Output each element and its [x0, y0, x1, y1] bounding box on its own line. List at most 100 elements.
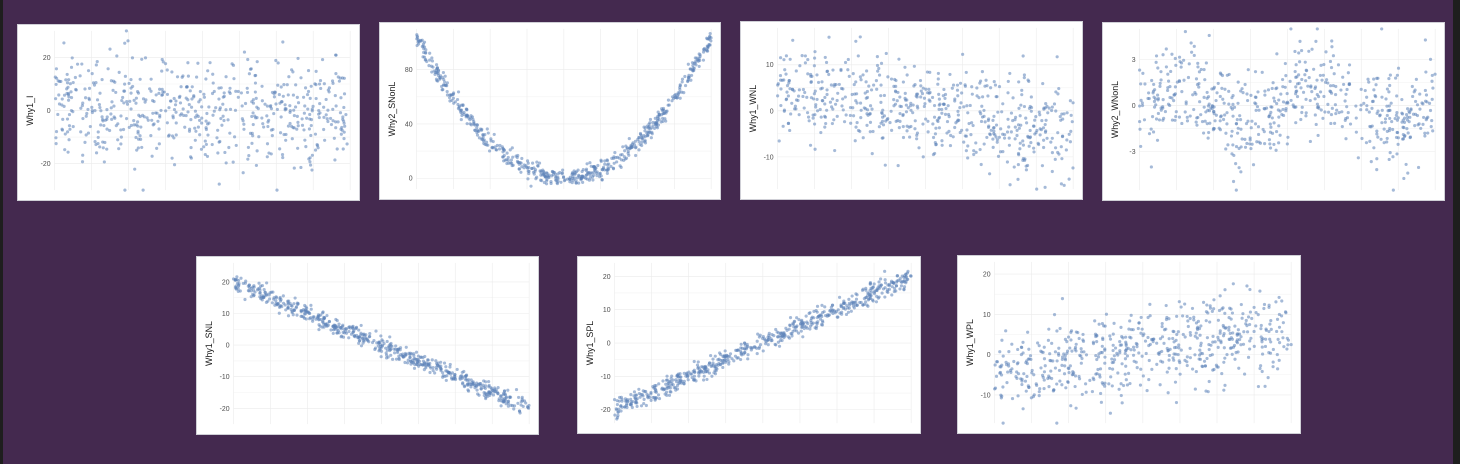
- data-point: [65, 72, 69, 77]
- data-point: [757, 346, 761, 351]
- data-point: [468, 118, 472, 122]
- data-point: [1246, 68, 1250, 72]
- data-point: [1258, 141, 1263, 145]
- data-point: [615, 402, 619, 407]
- data-point: [1124, 364, 1128, 368]
- data-point: [693, 377, 697, 382]
- data-point: [1009, 370, 1013, 374]
- data-point: [1140, 327, 1144, 331]
- data-point: [1424, 93, 1429, 97]
- data-point: [1212, 307, 1216, 311]
- data-point: [68, 82, 72, 86]
- data-point: [898, 104, 902, 108]
- data-point: [1050, 105, 1054, 109]
- data-point: [1277, 124, 1281, 128]
- data-point: [200, 105, 204, 109]
- data-point: [855, 120, 859, 125]
- data-point: [102, 123, 106, 128]
- data-point: [1041, 82, 1045, 86]
- data-point: [1293, 105, 1297, 109]
- y-tick-label: 0: [409, 176, 413, 183]
- data-point: [1380, 121, 1384, 125]
- data-point: [1404, 162, 1408, 166]
- data-point: [1281, 336, 1285, 340]
- data-point: [316, 313, 321, 317]
- data-point: [341, 335, 346, 339]
- data-point: [992, 114, 996, 118]
- data-point: [1322, 94, 1326, 99]
- data-point: [638, 131, 643, 136]
- data-point: [889, 77, 894, 81]
- data-point: [992, 129, 996, 133]
- data-point: [1166, 391, 1170, 395]
- data-point: [1101, 336, 1105, 340]
- data-point: [1040, 119, 1044, 123]
- data-point: [896, 163, 900, 168]
- data-point: [1221, 117, 1226, 122]
- data-point: [930, 95, 935, 100]
- data-point: [813, 122, 817, 126]
- data-point: [1174, 110, 1178, 114]
- data-point: [892, 286, 897, 291]
- data-point: [676, 91, 680, 95]
- data-point: [1154, 54, 1159, 58]
- data-point: [240, 117, 244, 121]
- data-point: [344, 112, 348, 117]
- data-point: [1186, 75, 1191, 80]
- data-point: [486, 131, 490, 135]
- data-point: [1018, 114, 1022, 118]
- data-point: [1380, 108, 1384, 112]
- data-point: [980, 104, 984, 108]
- data-point: [1192, 318, 1196, 322]
- data-point: [1118, 343, 1122, 347]
- data-point: [102, 160, 106, 164]
- data-point: [141, 188, 145, 192]
- data-point: [1403, 134, 1407, 138]
- data-point: [1366, 77, 1370, 81]
- data-point: [726, 357, 730, 362]
- data-point: [700, 365, 704, 369]
- data-point: [1259, 327, 1263, 331]
- data-point: [1218, 128, 1222, 132]
- data-point: [634, 153, 638, 158]
- data-point: [788, 128, 792, 133]
- data-point: [877, 280, 881, 284]
- data-point: [940, 139, 944, 143]
- data-point: [1424, 118, 1428, 122]
- data-point: [839, 303, 843, 307]
- data-point: [1175, 314, 1179, 318]
- data-point: [348, 325, 352, 329]
- data-point: [175, 75, 180, 79]
- data-point: [1387, 108, 1391, 112]
- data-point: [1163, 110, 1168, 114]
- data-point: [779, 335, 783, 340]
- data-point: [1324, 50, 1328, 54]
- data-point: [241, 171, 245, 175]
- data-point: [1237, 366, 1241, 370]
- data-point: [1199, 113, 1203, 117]
- data-point: [448, 365, 452, 369]
- data-point: [164, 109, 168, 113]
- data-point: [1162, 341, 1166, 345]
- data-point: [1378, 113, 1382, 117]
- data-point: [556, 172, 560, 176]
- data-point: [835, 114, 839, 118]
- data-point: [1245, 330, 1250, 334]
- data-point: [292, 308, 296, 312]
- data-point: [1094, 353, 1098, 358]
- data-point: [1015, 376, 1019, 380]
- data-point: [999, 373, 1004, 377]
- data-point: [653, 398, 657, 402]
- data-point: [937, 97, 941, 101]
- data-point: [1391, 127, 1395, 132]
- data-point: [1241, 91, 1245, 95]
- data-point: [1256, 384, 1261, 389]
- data-point: [1304, 114, 1308, 118]
- data-point: [667, 103, 671, 107]
- data-point: [333, 94, 337, 98]
- data-point: [870, 107, 874, 111]
- data-point: [798, 64, 802, 68]
- data-point: [136, 124, 140, 128]
- data-point: [1200, 120, 1205, 124]
- data-point: [1174, 63, 1178, 67]
